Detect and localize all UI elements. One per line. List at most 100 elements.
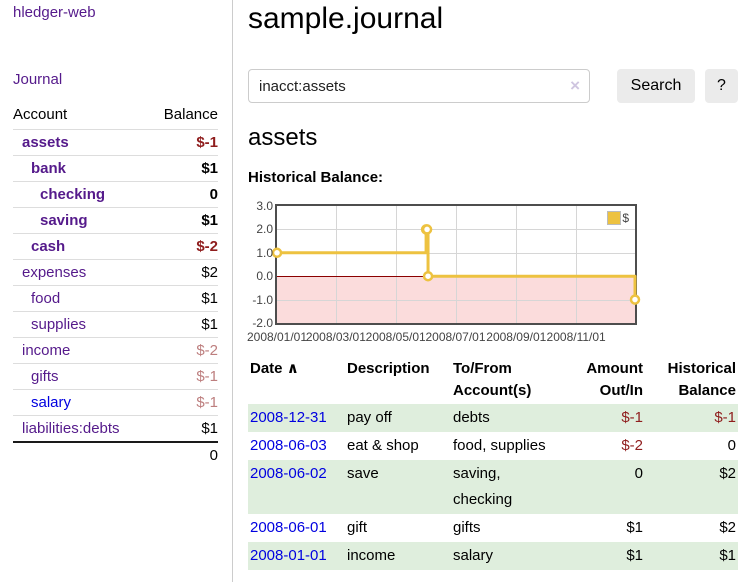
x-axis-tick-label: 2008/07/01 — [425, 330, 486, 344]
register-cell-balance: $2 — [719, 519, 736, 536]
account-link[interactable]: expenses — [22, 264, 87, 281]
sidebar: hledger-web Journal Account Balance asse… — [0, 0, 233, 582]
register-cell-balance: 0 — [727, 437, 736, 454]
legend-label: $ — [622, 211, 629, 225]
register-cell-amount: $1 — [626, 519, 643, 536]
transaction-date-link[interactable]: 2008-12-31 — [250, 409, 327, 426]
transaction-date-link[interactable]: 2008-06-01 — [250, 519, 327, 536]
account-balance: 0 — [148, 181, 218, 208]
register-header-amount: Amount Out/In — [586, 360, 643, 399]
account-link[interactable]: bank — [31, 160, 67, 177]
account-page-title: assets — [248, 124, 318, 151]
register-cell-balance: $-1 — [714, 409, 736, 426]
y-axis-tick-label: -2.0 — [252, 316, 273, 330]
account-link[interactable]: salary — [31, 394, 72, 411]
account-balance: $1 — [148, 415, 218, 442]
register-cell-balance: $2 — [719, 465, 736, 482]
account-link[interactable]: gifts — [31, 368, 59, 385]
sort-ascending-icon: ∧ — [286, 360, 299, 377]
account-row: liabilities:debts $1 — [13, 415, 218, 442]
account-row: food $1 — [13, 285, 218, 312]
account-balance: $1 — [148, 155, 218, 182]
chart-svg — [271, 206, 641, 323]
account-balance: $-1 — [148, 129, 218, 156]
chart-legend: $ — [607, 211, 629, 225]
chart-label: Historical Balance: — [248, 169, 384, 186]
account-row: bank $1 — [13, 155, 218, 182]
account-balance: $-1 — [148, 363, 218, 390]
historical-balance-chart: $ 3.0 2.0 1.0 0.0 -1.0 -2.0 2008/01/01 2008/03/… — [247, 199, 738, 354]
register-cell-balance: $1 — [719, 547, 736, 564]
account-link[interactable]: assets — [22, 134, 69, 151]
transaction-date-link[interactable]: 2008-06-03 — [250, 437, 327, 454]
account-row: salary $-1 — [13, 389, 218, 416]
account-row: income $-2 — [13, 337, 218, 364]
page-title: sample.journal — [248, 2, 444, 35]
search-box: × — [248, 69, 590, 103]
accounts-total-row: 0 — [13, 441, 218, 468]
account-balance: $-1 — [148, 389, 218, 416]
account-link[interactable]: cash — [31, 238, 66, 255]
register-header-date[interactable]: Date ∧ — [250, 360, 299, 377]
y-axis-tick-label: 1.0 — [256, 245, 273, 260]
chart-plot-area[interactable]: $ — [271, 204, 641, 325]
clear-search-icon[interactable]: × — [570, 76, 580, 95]
register-cell-date: 2008-01-01 — [248, 542, 345, 570]
search-form: × Search ? — [248, 69, 738, 103]
x-axis-tick-label: 2008/01/01 — [246, 330, 308, 344]
register-cell-date: 2008-06-02 — [248, 460, 345, 514]
register-header-accounts: To/From Account(s) — [453, 360, 532, 399]
search-button[interactable]: Search — [617, 69, 695, 103]
account-balance: $1 — [148, 207, 218, 234]
main-content: sample.journal × Search ? assets Histori… — [247, 0, 738, 582]
accounts-table: Account Balance assets $-1 bank $1 checking 0… — [13, 103, 218, 468]
account-row: expenses $2 — [13, 259, 218, 286]
register-cell-amount: $-2 — [621, 437, 643, 454]
register-header-balance: Historical Balance — [667, 360, 736, 399]
register-cell-date: 2008-06-01 — [248, 514, 345, 542]
register-cell-description: save — [347, 465, 379, 482]
account-link[interactable]: food — [31, 290, 61, 307]
register-cell-description: pay off — [347, 409, 392, 426]
account-link[interactable]: liabilities:debts — [22, 420, 120, 437]
register-table: Date ∧ Description To/From Account(s) Am… — [248, 356, 738, 570]
sidebar-item-journal[interactable]: Journal — [13, 71, 63, 88]
account-link[interactable]: saving — [40, 212, 88, 229]
account-row: checking 0 — [13, 181, 218, 208]
register-cell-description: gift — [347, 519, 368, 536]
accounts-total-value: 0 — [148, 441, 218, 468]
x-axis-tick-label: 2008/11/01 — [546, 330, 606, 344]
account-link[interactable]: income — [22, 342, 71, 359]
account-balance: $-2 — [148, 337, 218, 364]
transaction-date-link[interactable]: 2008-01-01 — [250, 547, 327, 564]
x-axis-tick-label: 2008/05/01 — [365, 330, 426, 344]
account-balance: $-2 — [148, 233, 218, 260]
accounts-header-account: Account — [13, 106, 68, 123]
account-link[interactable]: supplies — [31, 316, 87, 333]
register-cell-accounts: food, supplies — [453, 437, 546, 454]
register-cell-date: 2008-06-03 — [248, 432, 345, 460]
account-row: saving $1 — [13, 207, 218, 234]
app-title-link[interactable]: hledger-web — [13, 4, 96, 21]
register-row: 2008-06-02 save saving, checking 0 $2 — [248, 460, 738, 514]
account-row: supplies $1 — [13, 311, 218, 338]
register-row: 2008-01-01 income salary $1 $1 — [248, 542, 738, 570]
account-balance: $1 — [148, 311, 218, 338]
register-cell-amount: $1 — [626, 547, 643, 564]
account-link[interactable]: checking — [40, 186, 106, 203]
register-row: 2008-06-03 eat & shop food, supplies $-2 0 — [248, 432, 738, 460]
x-axis-tick-label: 2008/09/01 — [486, 330, 547, 344]
register-cell-accounts: gifts — [453, 519, 481, 536]
account-balance: $1 — [148, 285, 218, 312]
register-row: 2008-06-01 gift gifts $1 $2 — [248, 514, 738, 542]
transaction-date-link[interactable]: 2008-06-02 — [250, 465, 327, 482]
help-button[interactable]: ? — [705, 69, 738, 103]
y-axis-tick-label: -1.0 — [252, 292, 273, 307]
register-cell-date: 2008-12-31 — [248, 404, 345, 432]
register-cell-description: income — [347, 547, 396, 564]
y-axis-tick-label: 2.0 — [256, 222, 273, 237]
register-cell-amount: 0 — [634, 465, 643, 482]
search-input[interactable] — [259, 70, 559, 102]
register-row: 2008-12-31 pay off debts $-1 $-1 — [248, 404, 738, 432]
x-axis-tick-label: 2008/03/01 — [305, 330, 366, 344]
